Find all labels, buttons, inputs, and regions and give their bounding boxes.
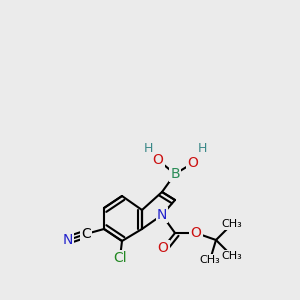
Text: B: B	[170, 167, 180, 181]
Text: CH₃: CH₃	[200, 255, 220, 265]
Text: C: C	[81, 227, 91, 241]
Text: O: O	[188, 156, 198, 170]
Text: O: O	[190, 226, 201, 240]
Text: CH₃: CH₃	[222, 251, 242, 261]
Text: N: N	[63, 233, 73, 247]
Text: N: N	[157, 208, 167, 222]
Text: H: H	[143, 142, 153, 154]
Text: O: O	[158, 241, 168, 255]
Text: CH₃: CH₃	[222, 219, 242, 229]
Text: O: O	[153, 153, 164, 167]
Text: H: H	[197, 142, 207, 154]
Text: Cl: Cl	[113, 251, 127, 265]
